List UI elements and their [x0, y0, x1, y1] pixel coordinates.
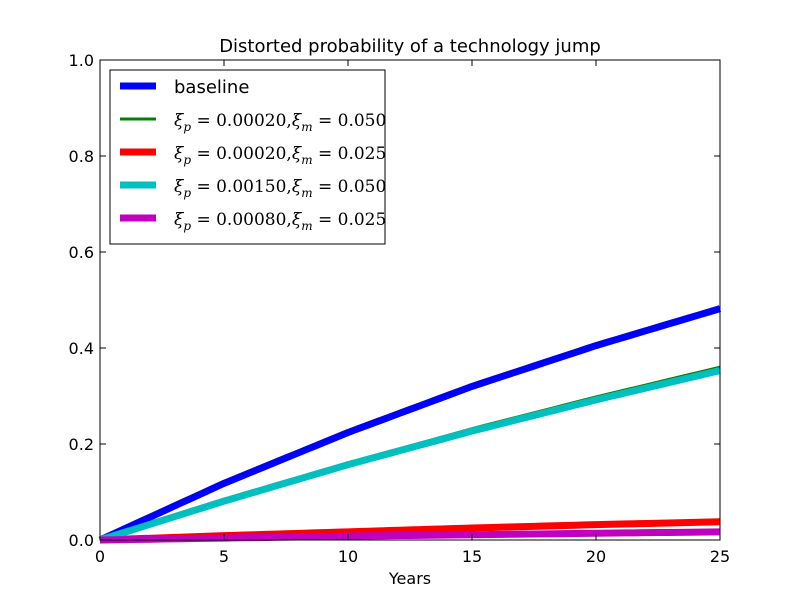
x-axis-label: Years [388, 569, 431, 588]
y-tick-label: 0.6 [69, 243, 94, 262]
series-line-3 [98, 367, 721, 544]
x-tick-label: 25 [710, 547, 730, 566]
series-line-0 [98, 305, 722, 544]
y-tick-label: 0.0 [69, 531, 94, 550]
axis-ticks: 0 5 10 15 20 25 0.0 0.2 0.4 0.6 0.8 1.0 [69, 51, 731, 566]
x-tick-label: 15 [462, 547, 482, 566]
y-tick-label: 1.0 [69, 51, 94, 70]
series-line-4 [99, 528, 721, 544]
legend-label: baseline [174, 77, 249, 98]
y-tick-label: 0.8 [69, 147, 94, 166]
y-tick-label: 0.2 [69, 435, 94, 454]
x-tick-label: 5 [219, 547, 229, 566]
legend: baseline ξp = 0.00020,ξm = 0.050 ξp = 0.00… [109, 69, 386, 245]
legend-label: ξp = 0.00150,ξm = 0.050 [174, 177, 386, 200]
x-tick-label: 10 [338, 547, 358, 566]
legend-label: ξp = 0.00020,ξm = 0.025 [174, 144, 386, 167]
chart-title: Distorted probability of a technology ju… [219, 36, 601, 57]
plot-area [98, 305, 722, 544]
y-tick-label: 0.4 [69, 339, 94, 358]
x-tick-label: 20 [586, 547, 606, 566]
x-tick-label: 0 [95, 547, 105, 566]
legend-label: ξp = 0.00020,ξm = 0.050 [174, 111, 386, 134]
plot-frame [99, 59, 721, 541]
legend-label: ξp = 0.00080,ξm = 0.025 [174, 210, 386, 233]
